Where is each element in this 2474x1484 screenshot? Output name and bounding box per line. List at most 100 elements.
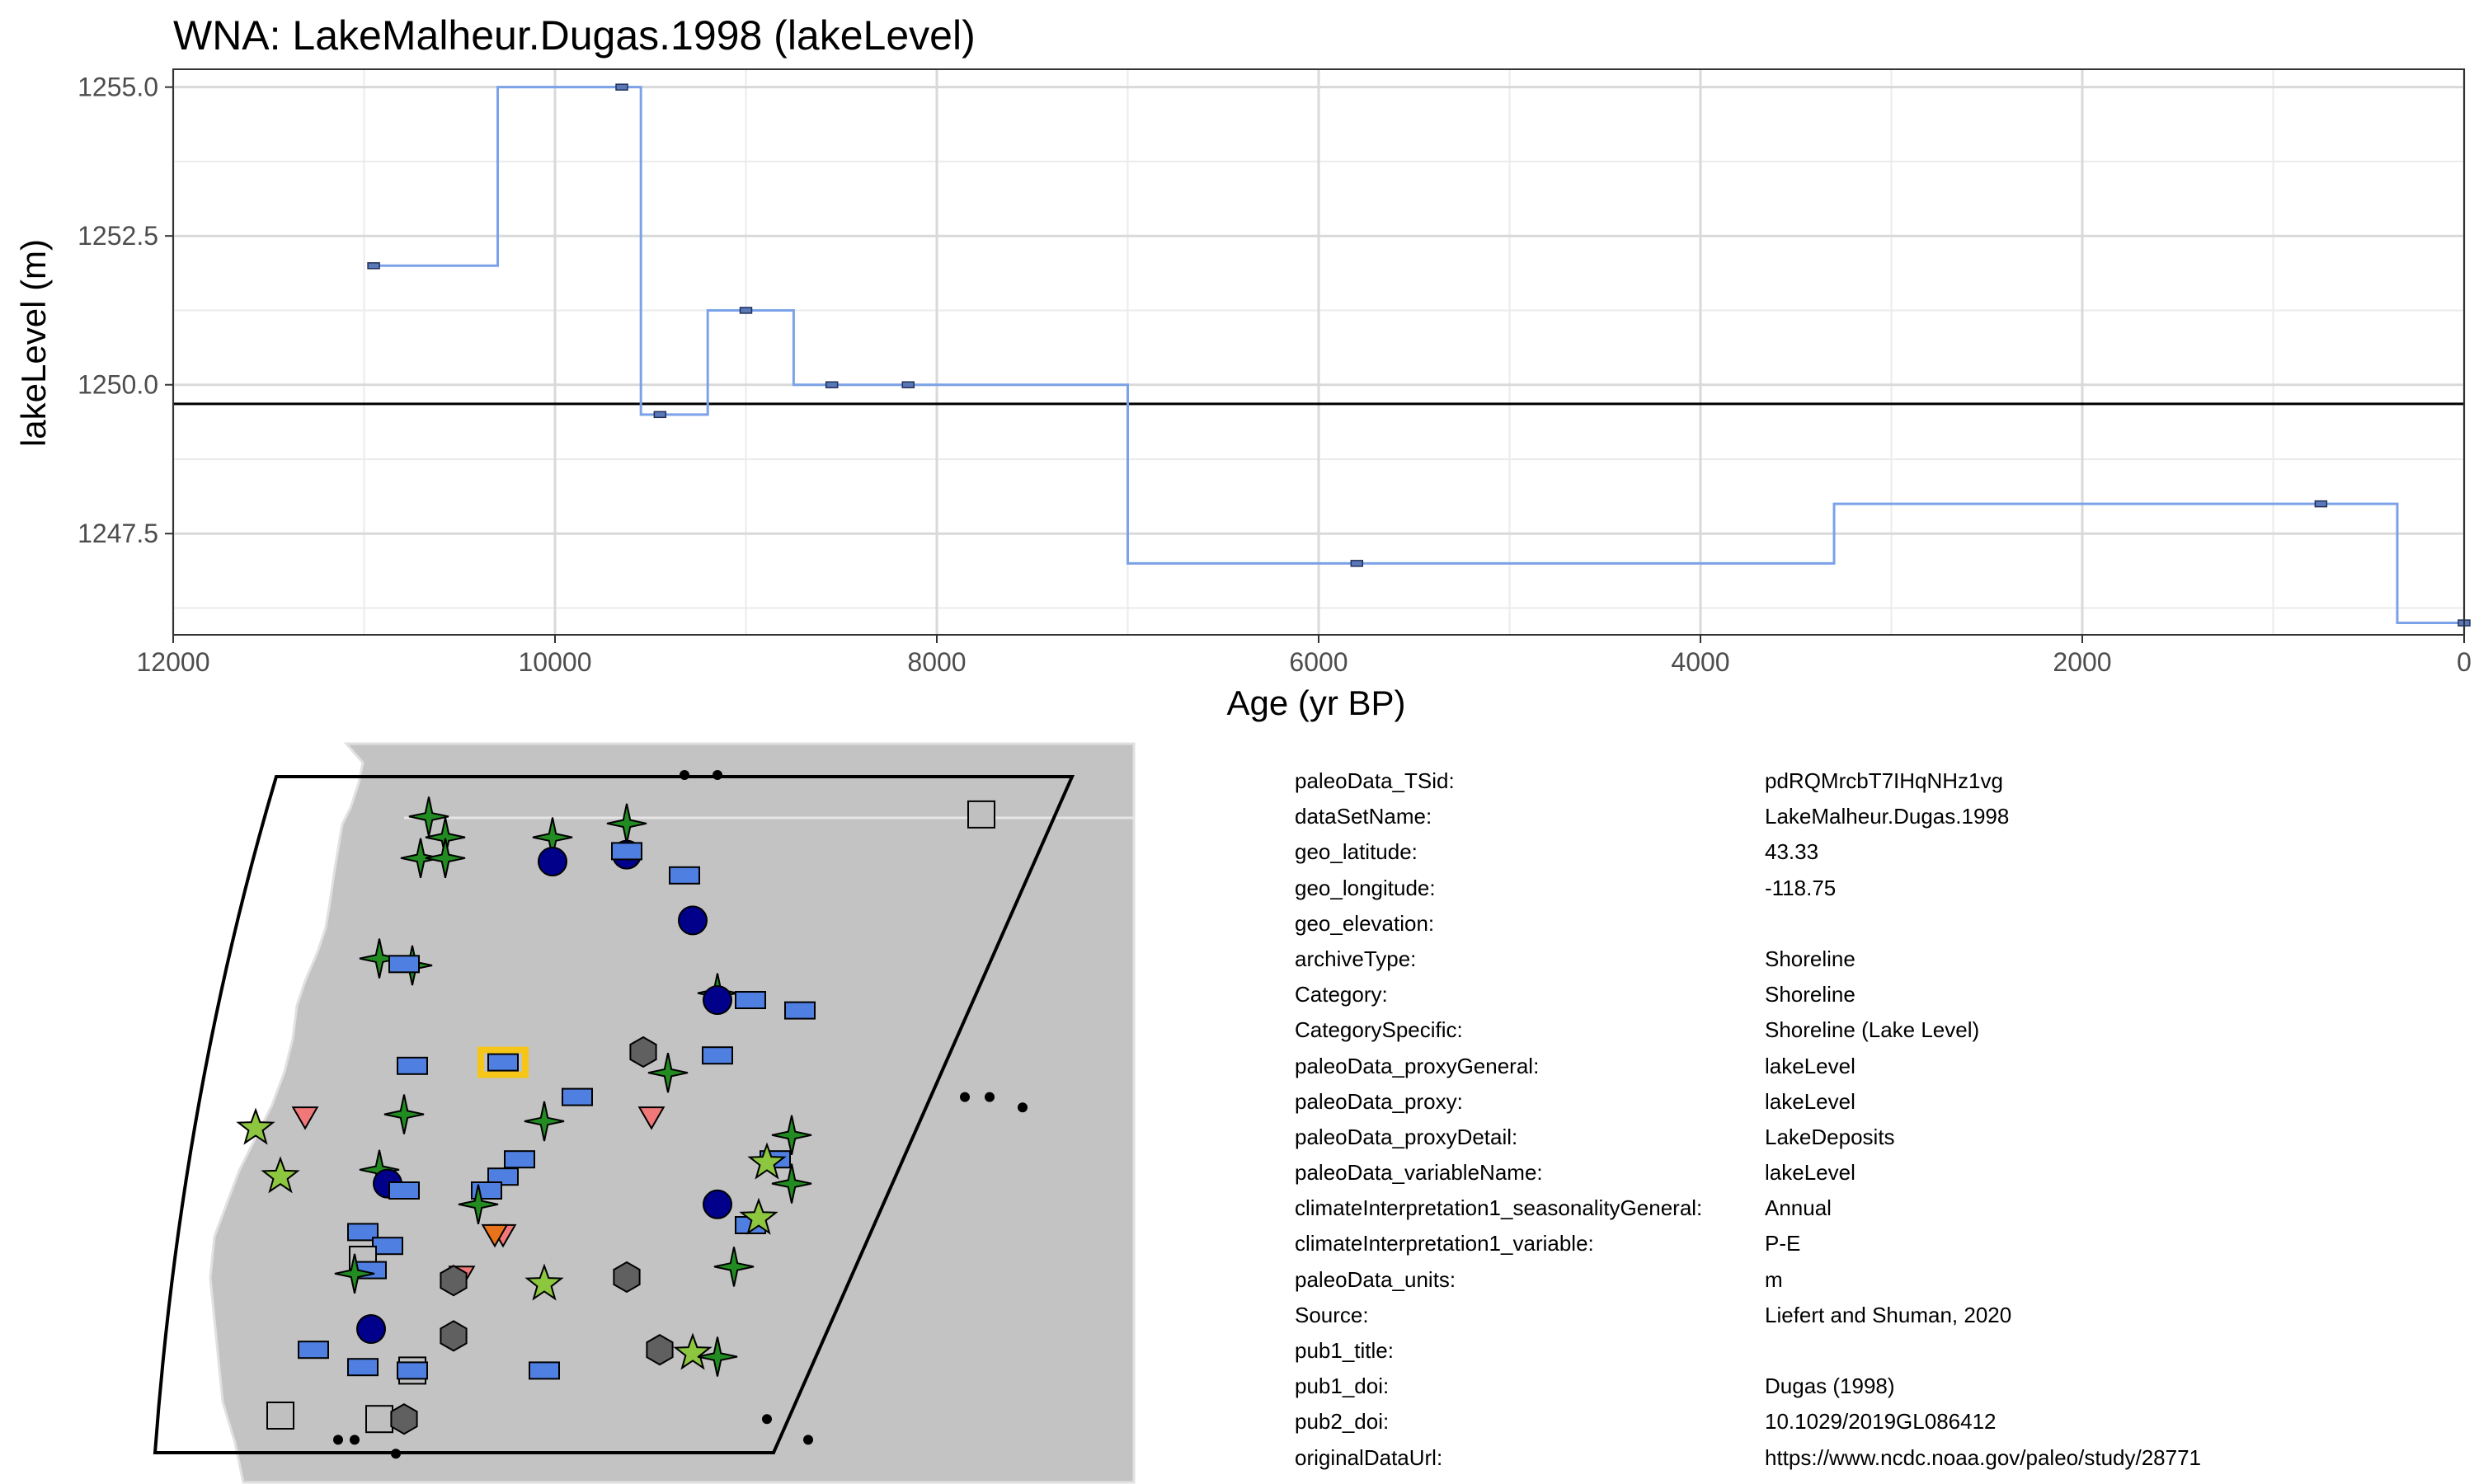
site-dot [762,1414,772,1425]
site-marker-star4 [425,838,466,879]
data-point [653,411,667,419]
site-marker-lake [529,1361,560,1380]
site-marker-lake [298,1341,329,1360]
metadata-key: archiveType: [1295,946,1417,971]
metadata-row: geo_longitude: -118.75 [1295,871,2449,906]
site-marker-circle [703,1189,732,1219]
plot-border [172,68,2465,636]
metadata-key: geo_latitude: [1295,839,1418,865]
metadata-value: Shoreline [1765,946,1856,971]
site-marker-star4 [697,1336,738,1377]
metadata-value: pdRQMrcbT7IHqNHz1vg [1765,768,2003,793]
site-marker-star4 [334,1253,375,1294]
x-tick-label: 0 [2457,647,2472,677]
metadata-value: Liefert and Shuman, 2020 [1765,1302,2012,1327]
target-site-highlight [477,1046,529,1078]
site-marker-star4 [771,1115,812,1156]
metadata-row: climateInterpretation1_variable: P-E [1295,1226,2449,1261]
metadata-row: geo_latitude: 43.33 [1295,834,2449,870]
lake-level-chart: WNA: LakeMalheur.Dugas.1998 (lakeLevel) … [14,12,2472,722]
metadata-value: P-E [1765,1231,1801,1256]
site-marker-hexagon [613,1261,641,1294]
site-marker-lake [611,842,642,861]
site-dot [680,770,689,780]
site-marker-square [967,800,995,829]
metadata-row: CategorySpecific: Shoreline (Lake Level) [1295,1012,2449,1048]
site-marker-star4 [359,938,400,979]
x-tick-label: 8000 [907,647,966,677]
site-marker-circle [538,847,567,876]
metadata-row: pub1_doi: Dugas (1998) [1295,1369,2449,1404]
site-marker-lake [397,1361,428,1380]
metadata-key: paleoData_proxyGeneral: [1295,1053,1540,1078]
metadata-row: archiveType: Shoreline [1295,942,2449,977]
metadata-value: https://www.ncdc.noaa.gov/paleo/study/28… [1765,1444,2202,1470]
site-marker-square [365,1405,393,1434]
site-dot [350,1435,360,1445]
site-marker-lake [388,955,420,974]
data-point [615,83,628,91]
metadata-row: paleoData_units: m [1295,1262,2449,1298]
site-marker-star4 [458,1184,499,1225]
site-marker-star4 [647,1052,689,1093]
metadata-key: paleoData_units: [1295,1266,1456,1292]
site-map [148,742,1138,1484]
metadata-row: Source: Liefert and Shuman, 2020 [1295,1298,2449,1333]
metadata-row: paleoData_variableName: lakeLevel [1295,1155,2449,1190]
site-marker-star5 [261,1156,300,1194]
y-tick-label: 1255.0 [78,73,158,102]
x-axis-label: Age (yr BP) [1226,683,1405,722]
data-point [1350,560,1364,567]
metadata-row: paleoData_proxyGeneral: lakeLevel [1295,1049,2449,1084]
site-marker-lake [504,1150,535,1169]
metadata-value: Annual [1765,1195,1832,1221]
data-point [825,381,839,388]
x-tick-label: 6000 [1289,647,1348,677]
site-marker-lake [388,1181,420,1200]
site-dot [960,1092,970,1102]
site-marker-star4 [771,1163,812,1204]
y-tick-label: 1247.5 [78,519,158,548]
y-axis-label: lakeLevel (m) [14,239,53,447]
site-marker-star4 [524,1101,565,1142]
data-point [2314,500,2328,508]
data-point [901,381,915,388]
metadata-value: 43.33 [1765,839,1819,865]
site-marker-star4 [383,1094,425,1134]
site-marker-circle [678,905,708,936]
site-dot [803,1435,813,1445]
metadata-row: paleoData_proxyDetail: LakeDeposits [1295,1120,2449,1155]
site-marker-hexagon [440,1320,468,1352]
metadata-key: pub2_doi: [1295,1409,1390,1435]
data-point [367,262,380,270]
site-marker-star4 [713,1247,755,1287]
site-marker-triangle [637,1106,666,1130]
site-marker-lake [397,1056,428,1075]
site-marker-triangle [481,1223,509,1248]
metadata-key: originalDataUrl: [1295,1444,1443,1470]
metadata-key: paleoData_proxyDetail: [1295,1124,1518,1149]
metadata-key: dataSetName: [1295,804,1432,829]
site-dot [713,770,722,780]
metadata-key: geo_elevation: [1295,910,1435,936]
metadata-key: climateInterpretation1_seasonalityGenera… [1295,1195,1703,1221]
metadata-value: m [1765,1266,1783,1292]
x-tick-label: 10000 [519,647,592,677]
site-marker-lake [487,1053,519,1072]
metadata-key: pub1_doi: [1295,1374,1390,1399]
site-dot [391,1449,401,1459]
site-marker-lake [702,1046,733,1065]
metadata-row: dataSetName: LakeMalheur.Dugas.1998 [1295,799,2449,834]
metadata-value: lakeLevel [1765,1088,1856,1114]
site-marker-circle [703,985,732,1015]
site-marker-circle [356,1314,386,1344]
region-outline [153,775,1075,1454]
site-marker-star5 [673,1332,713,1370]
plot-panel: 12000 10000 8000 6000 4000 2000 0 1247.5 1250.0 1… [78,68,2472,677]
site-marker-star4 [400,838,441,879]
site-marker-hexagon [440,1265,468,1297]
site-marker-hexagon [629,1036,657,1068]
x-tick-label: 4000 [1671,647,1729,677]
site-marker-star5 [236,1107,275,1145]
site-marker-lake [347,1223,379,1242]
